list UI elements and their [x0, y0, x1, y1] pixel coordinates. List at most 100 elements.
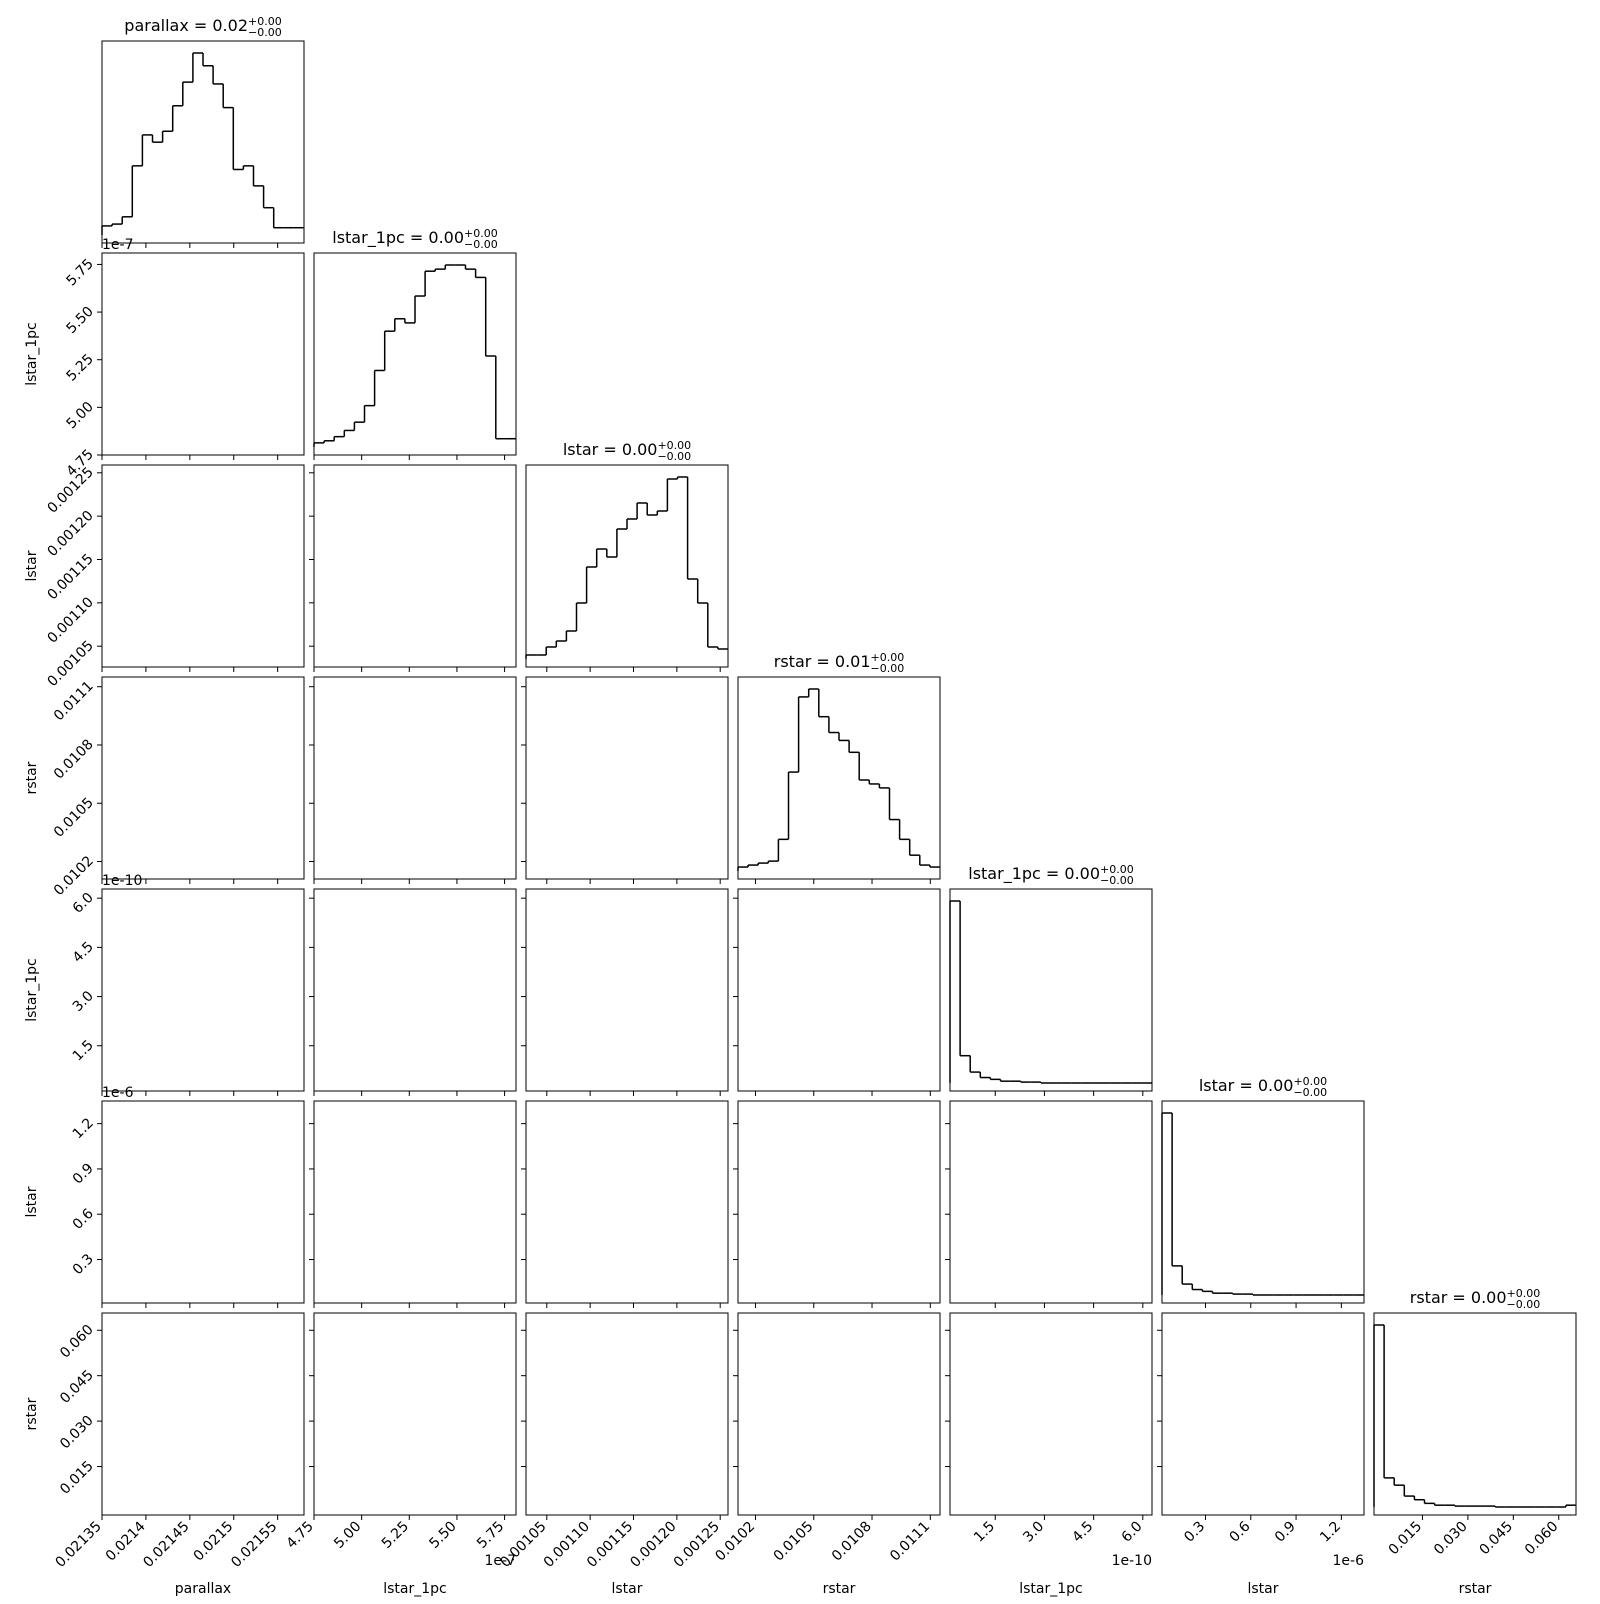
x-tick-label: 0.00125 — [671, 1519, 723, 1571]
x-axis-label: lstar_1pc — [383, 1581, 447, 1597]
y-axis-label: lstar — [24, 550, 40, 581]
x-tick-label: 0.00110 — [541, 1519, 593, 1571]
y-offset-label: 1e-7 — [102, 237, 133, 253]
y-tick-label: 0.00120 — [45, 508, 97, 560]
title-text: lstar_1pc = 0.00 — [968, 864, 1100, 884]
y-tick-label: 0.030 — [57, 1413, 97, 1453]
title-text: rstar = 0.01 — [774, 652, 871, 671]
panel-frame — [949, 888, 1153, 1092]
x-tick-label: 5.50 — [426, 1519, 459, 1552]
x-tick-label: 0.00105 — [497, 1519, 549, 1571]
x-offset-label: 1e-10 — [1112, 1553, 1152, 1569]
x-tick-label: 0.0105 — [771, 1519, 817, 1565]
title-lower: −0.00 — [657, 450, 691, 463]
x-tick-label: 4.75 — [283, 1519, 316, 1552]
x-tick-label: 0.030 — [1431, 1519, 1471, 1559]
y-tick-label: 0.060 — [57, 1322, 97, 1362]
panel-title: lstar_1pc = 0.00+0.00 −0.00 — [332, 227, 498, 251]
panel-frame — [101, 1312, 305, 1516]
x-axis-label: lstar_1pc — [1019, 1581, 1083, 1597]
panel-frame — [313, 1100, 517, 1304]
x-tick-label: 0.0108 — [829, 1519, 875, 1565]
panel-frame — [313, 888, 517, 1092]
panel-frame — [525, 1100, 729, 1304]
y-tick-label: 1.2 — [70, 1115, 97, 1142]
x-tick-label: 5.25 — [379, 1519, 412, 1552]
x-tick-label: 0.3 — [1181, 1519, 1208, 1546]
x-tick-label: 0.9 — [1272, 1519, 1299, 1546]
x-tick-label: 5.75 — [474, 1519, 507, 1552]
panel-frame — [101, 252, 305, 456]
y-tick-label: 0.00110 — [45, 594, 97, 646]
title-text: lstar_1pc = 0.00 — [332, 228, 464, 248]
panel-frame — [313, 252, 517, 456]
y-offset-label: 1e-6 — [102, 1085, 134, 1101]
x-axis-label: parallax — [175, 1581, 231, 1597]
title-upper: +0.00 — [464, 227, 498, 240]
title-lower: −0.00 — [1293, 1086, 1327, 1099]
x-tick-label: 0.02155 — [228, 1519, 280, 1571]
panel-title: lstar = 0.00+0.00 −0.00 — [1199, 1075, 1327, 1099]
y-axis-label: lstar — [24, 1186, 40, 1217]
x-tick-label: 6.0 — [1119, 1519, 1146, 1546]
title-upper: +0.00 — [248, 15, 282, 28]
title-upper: +0.00 — [871, 651, 905, 664]
title-upper: +0.00 — [657, 439, 691, 452]
y-tick-label: 0.3 — [70, 1251, 97, 1278]
panel-frame — [101, 40, 305, 244]
x-tick-label: 0.6 — [1227, 1518, 1254, 1545]
y-axis-label: rstar — [24, 761, 40, 794]
panel-frame — [101, 464, 305, 668]
title-upper: +0.00 — [1293, 1075, 1327, 1088]
x-tick-label: 0.02145 — [140, 1519, 192, 1571]
panel-title: rstar = 0.01+0.00 −0.00 — [774, 651, 905, 675]
x-tick-label: 0.0102 — [712, 1519, 758, 1565]
y-axis-label: rstar — [24, 1397, 40, 1430]
panel-frame — [313, 464, 517, 668]
panel-frame — [737, 888, 941, 1092]
x-axis-label: lstar — [1247, 1581, 1278, 1597]
x-tick-label: 0.00120 — [627, 1519, 679, 1571]
panel-frame — [101, 676, 305, 880]
y-tick-label: 5.25 — [63, 351, 96, 384]
panel-frame — [737, 1100, 941, 1304]
x-tick-label: 0.015 — [1386, 1519, 1426, 1559]
panel-title: lstar = 0.00+0.00 −0.00 — [563, 439, 691, 463]
title-lower: −0.00 — [1100, 874, 1134, 887]
y-tick-label: 0.6 — [70, 1206, 97, 1233]
x-tick-label: 5.00 — [331, 1519, 364, 1552]
x-tick-label: 0.060 — [1522, 1519, 1562, 1559]
panel-frame — [101, 1100, 305, 1304]
y-tick-label: 5.50 — [63, 304, 96, 337]
title-text: lstar = 0.00 — [563, 440, 658, 459]
panel-frame — [313, 676, 517, 880]
x-tick-label: 0.02135 — [53, 1519, 105, 1571]
title-text: parallax = 0.02 — [124, 16, 248, 35]
x-tick-label: 1.2 — [1317, 1519, 1344, 1546]
x-axis-label: lstar — [611, 1581, 642, 1597]
y-tick-label: 0.00115 — [45, 551, 97, 603]
x-tick-label: 1.5 — [971, 1519, 998, 1546]
panel-frame — [313, 1312, 517, 1516]
panel-frame — [737, 1312, 941, 1516]
panel-title: parallax = 0.02+0.00 −0.00 — [124, 15, 281, 39]
x-tick-label: 0.00115 — [584, 1519, 636, 1571]
y-axis-label: lstar_1pc — [24, 322, 40, 386]
x-tick-label: 0.045 — [1476, 1519, 1516, 1559]
y-axis-label: lstar_1pc — [24, 958, 40, 1022]
panel-frame — [737, 676, 941, 880]
panel-frame — [525, 1312, 729, 1516]
y-tick-label: 0.0105 — [51, 795, 97, 841]
y-tick-label: 0.9 — [70, 1160, 97, 1187]
y-tick-label: 6.0 — [70, 890, 97, 917]
panel-title: rstar = 0.00+0.00 −0.00 — [1410, 1287, 1541, 1311]
y-tick-label: 0.015 — [57, 1458, 97, 1498]
x-axis-label: rstar — [1459, 1581, 1492, 1597]
x-tick-label: 0.0111 — [887, 1519, 933, 1565]
y-tick-label: 1.5 — [70, 1037, 97, 1064]
panel-frame — [949, 1312, 1153, 1516]
title-lower: −0.00 — [464, 238, 498, 251]
panel-frame — [1161, 1312, 1365, 1516]
y-tick-label: 3.0 — [70, 988, 97, 1015]
